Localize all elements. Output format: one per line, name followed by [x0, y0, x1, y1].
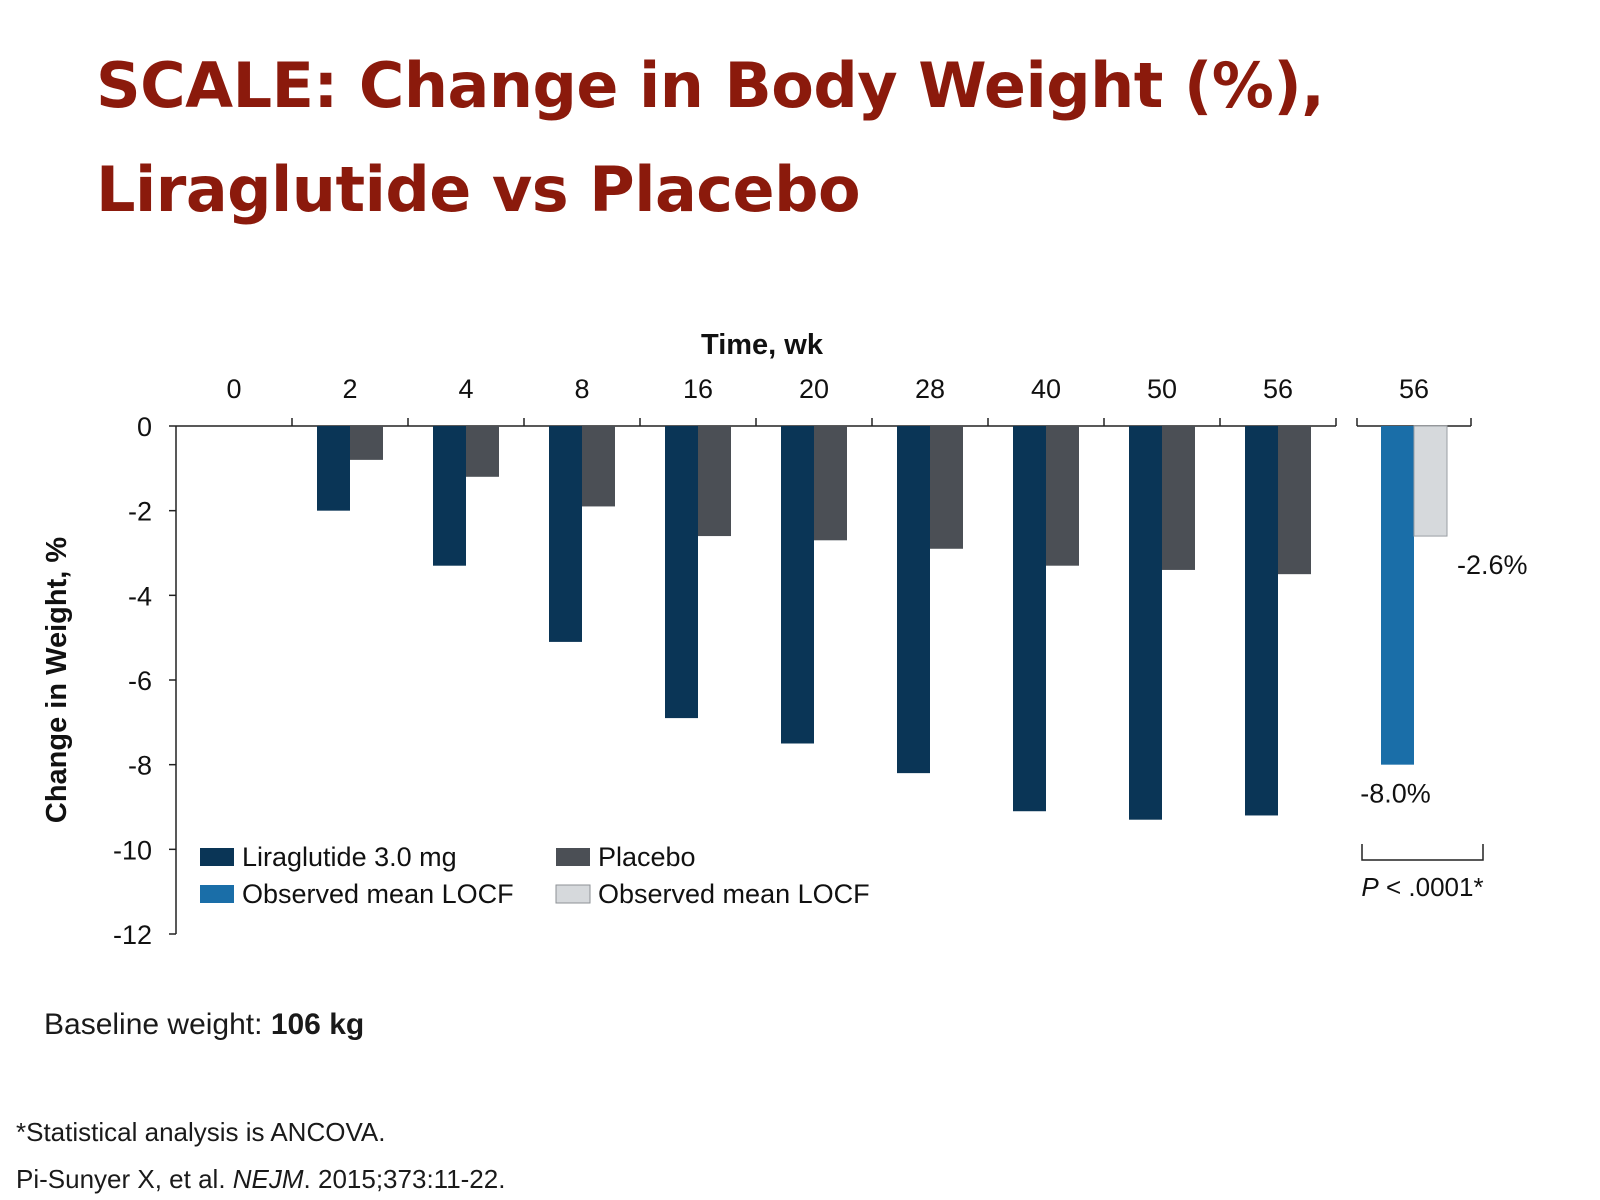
statistical-footnote: *Statistical analysis is ANCOVA. [16, 1117, 386, 1147]
legend-liraglutide-locf-swatch [200, 885, 234, 903]
liraglutide-locf-value-label: -8.0% [1360, 779, 1431, 809]
placebo-bar [350, 426, 383, 460]
citation: Pi-Sunyer X, et al. NEJM. 2015;373:11-22… [16, 1164, 505, 1195]
placebo-locf-bar [1413, 425, 1448, 537]
legend-liraglutide-label: Liraglutide 3.0 mg [242, 842, 457, 872]
placebo-locf-value-label: -2.6% [1457, 550, 1528, 580]
y-tick-label: 0 [137, 412, 152, 442]
placebo-bar [930, 426, 963, 549]
x-tick-label: 0 [226, 374, 241, 404]
x-tick-label: 2 [342, 374, 357, 404]
x-tick-label: 20 [799, 374, 829, 404]
placebo-bar [466, 426, 499, 477]
p-value-label: P < .0001* [1361, 872, 1483, 902]
liraglutide-bar [549, 426, 582, 642]
citation-journal: NEJM [232, 1164, 304, 1194]
baseline-weight-label: Baseline weight: [44, 1008, 271, 1041]
x-axis-title: Time, wk [701, 329, 824, 361]
legend-placebo-locf-label: Observed mean LOCF [598, 879, 870, 909]
locf-category-label: 56 [1399, 374, 1429, 404]
x-tick-label: 28 [915, 374, 945, 404]
placebo-bar [1162, 426, 1195, 570]
y-tick-label: -8 [128, 751, 152, 781]
placebo-bar [1046, 426, 1079, 566]
y-tick-label: -2 [128, 497, 152, 527]
y-axis-title: Change in Weight, % [41, 537, 73, 823]
x-tick-label: 50 [1147, 374, 1177, 404]
legend-liraglutide-swatch [200, 848, 234, 866]
legend-liraglutide-locf-label: Observed mean LOCF [242, 879, 514, 909]
placebo-bar [582, 426, 615, 507]
y-tick-label: -4 [128, 581, 152, 611]
liraglutide-bar [317, 426, 350, 511]
legend-placebo-locf-swatch [555, 884, 591, 904]
x-tick-label: 16 [683, 374, 713, 404]
x-tick-label: 56 [1263, 374, 1293, 404]
citation-authors: Pi-Sunyer X, et al. [16, 1164, 233, 1194]
y-tick-label: -6 [128, 666, 152, 696]
slide-title: SCALE: Change in Body Weight (%), Liragl… [96, 34, 1516, 242]
y-tick-label: -10 [113, 835, 152, 865]
liraglutide-bar [433, 426, 466, 566]
x-tick-label: 4 [458, 374, 473, 404]
legend-placebo-label: Placebo [598, 842, 696, 872]
placebo-bar [814, 426, 847, 541]
baseline-weight-value: 106 kg [270, 1008, 365, 1041]
weight-change-chart: Time, wk Change in Weight, % 0 -2 -4 -6 -8 -10 -… [41, 329, 1528, 950]
liraglutide-locf-bar [1381, 426, 1414, 765]
liraglutide-bar [1129, 426, 1162, 820]
x-tick-label: 40 [1031, 374, 1061, 404]
liraglutide-bar [897, 426, 930, 774]
significance-bracket [1361, 844, 1484, 861]
x-tick-label: 8 [574, 374, 589, 404]
placebo-bar [698, 426, 731, 537]
liraglutide-bar [665, 426, 698, 719]
liraglutide-bar [1013, 426, 1046, 812]
citation-rest: . 2015;373:11-22. [303, 1164, 506, 1194]
liraglutide-bar [1245, 426, 1278, 816]
baseline-weight-note: Baseline weight: 106 kg [44, 1008, 364, 1042]
placebo-bar [1278, 426, 1311, 575]
slide-title-line-1: SCALE: Change in Body Weight (%), [96, 49, 1325, 122]
liraglutide-bar [781, 426, 814, 744]
y-tick-label: -12 [113, 920, 152, 950]
slide-title-line-2: Liraglutide vs Placebo [96, 153, 861, 226]
legend-placebo-swatch [556, 848, 590, 866]
